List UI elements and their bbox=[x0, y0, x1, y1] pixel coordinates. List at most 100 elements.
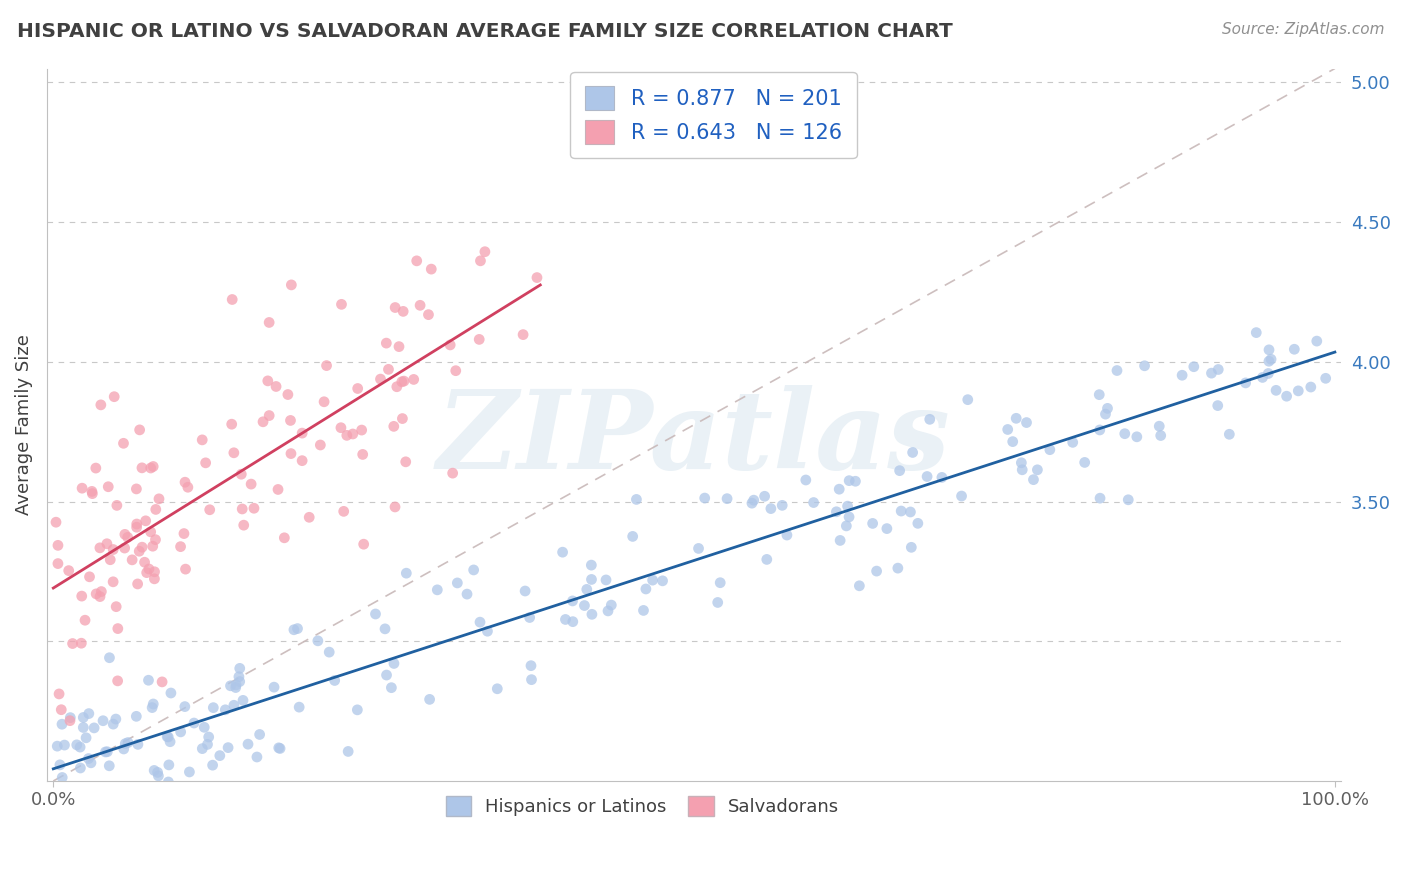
Point bbox=[633, 603, 655, 617]
Point bbox=[208, 748, 231, 763]
Point bbox=[554, 612, 576, 626]
Point bbox=[595, 573, 617, 587]
Point bbox=[889, 464, 911, 478]
Point bbox=[246, 750, 269, 764]
Point bbox=[264, 379, 287, 393]
Point bbox=[129, 790, 152, 805]
Point bbox=[56, 829, 79, 843]
Point bbox=[1218, 427, 1240, 442]
Point bbox=[252, 415, 274, 429]
Point bbox=[159, 735, 181, 749]
Point bbox=[112, 436, 135, 450]
Point bbox=[346, 382, 368, 396]
Legend: Hispanics or Latinos, Salvadorans: Hispanics or Latinos, Salvadorans bbox=[436, 787, 848, 825]
Point bbox=[651, 574, 673, 588]
Point bbox=[392, 304, 415, 318]
Point bbox=[513, 584, 536, 599]
Point bbox=[243, 501, 266, 516]
Point bbox=[53, 738, 76, 752]
Point bbox=[51, 717, 73, 731]
Point bbox=[66, 738, 89, 752]
Point bbox=[96, 745, 118, 759]
Point bbox=[69, 740, 91, 755]
Point bbox=[135, 514, 157, 528]
Point bbox=[82, 486, 104, 500]
Point bbox=[581, 558, 603, 573]
Point bbox=[225, 678, 247, 692]
Point bbox=[1260, 352, 1282, 367]
Point bbox=[468, 615, 491, 629]
Point bbox=[157, 775, 180, 789]
Point bbox=[1011, 463, 1033, 477]
Point bbox=[72, 710, 94, 724]
Point bbox=[191, 433, 214, 447]
Point bbox=[309, 438, 332, 452]
Point bbox=[62, 636, 84, 650]
Point bbox=[512, 327, 534, 342]
Point bbox=[145, 533, 167, 547]
Point bbox=[468, 332, 491, 346]
Point bbox=[409, 298, 432, 312]
Point bbox=[901, 445, 924, 459]
Point bbox=[1097, 401, 1119, 416]
Point bbox=[177, 480, 200, 494]
Point bbox=[1150, 428, 1173, 442]
Point bbox=[621, 529, 644, 543]
Point bbox=[581, 573, 603, 587]
Point bbox=[1114, 426, 1136, 441]
Point bbox=[561, 594, 583, 608]
Point bbox=[755, 552, 778, 566]
Point bbox=[263, 680, 285, 694]
Point bbox=[98, 650, 121, 665]
Point bbox=[575, 582, 598, 597]
Point bbox=[907, 516, 929, 531]
Point bbox=[160, 686, 183, 700]
Point bbox=[1258, 343, 1281, 357]
Point bbox=[48, 687, 70, 701]
Point bbox=[173, 699, 195, 714]
Point bbox=[127, 577, 149, 591]
Point bbox=[382, 657, 405, 671]
Point bbox=[770, 499, 793, 513]
Point bbox=[125, 709, 148, 723]
Point bbox=[626, 492, 648, 507]
Point bbox=[58, 564, 80, 578]
Point bbox=[84, 461, 107, 475]
Point bbox=[249, 727, 271, 741]
Point bbox=[1062, 435, 1084, 450]
Point bbox=[1116, 492, 1139, 507]
Point bbox=[80, 484, 103, 499]
Point bbox=[1251, 370, 1274, 384]
Point bbox=[446, 576, 468, 591]
Point bbox=[135, 566, 157, 580]
Point bbox=[307, 633, 329, 648]
Point bbox=[1015, 416, 1038, 430]
Point bbox=[105, 499, 128, 513]
Point bbox=[375, 668, 398, 682]
Point bbox=[257, 409, 280, 423]
Point bbox=[520, 658, 543, 673]
Point bbox=[229, 661, 252, 675]
Point bbox=[551, 545, 574, 559]
Point bbox=[98, 759, 121, 773]
Point bbox=[754, 489, 776, 503]
Point bbox=[125, 516, 148, 531]
Point bbox=[915, 469, 938, 483]
Point bbox=[395, 566, 418, 581]
Point bbox=[716, 491, 738, 506]
Point bbox=[97, 480, 120, 494]
Point bbox=[228, 670, 250, 684]
Point bbox=[174, 475, 197, 490]
Point bbox=[1001, 434, 1024, 449]
Point bbox=[70, 481, 93, 495]
Point bbox=[117, 530, 139, 544]
Point bbox=[375, 336, 398, 351]
Point bbox=[463, 563, 485, 577]
Point bbox=[101, 799, 124, 814]
Point bbox=[221, 293, 243, 307]
Point bbox=[794, 473, 817, 487]
Point bbox=[257, 316, 280, 330]
Text: HISPANIC OR LATINO VS SALVADORAN AVERAGE FAMILY SIZE CORRELATION CHART: HISPANIC OR LATINO VS SALVADORAN AVERAGE… bbox=[17, 22, 953, 41]
Point bbox=[392, 374, 415, 388]
Point bbox=[214, 703, 236, 717]
